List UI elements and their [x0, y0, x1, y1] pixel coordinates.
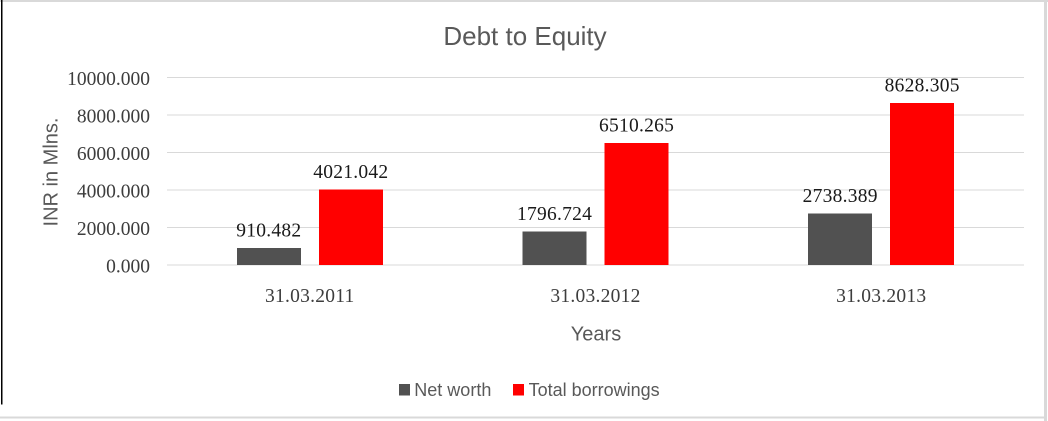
- svg-text:2000.000: 2000.000: [77, 219, 150, 240]
- svg-text:31.03.2011: 31.03.2011: [265, 286, 355, 307]
- svg-text:INR in Mlns.: INR in Mlns.: [41, 118, 63, 227]
- svg-text:4000.000: 4000.000: [77, 181, 150, 202]
- svg-text:4021.042: 4021.042: [313, 162, 388, 183]
- svg-text:Net worth: Net worth: [414, 380, 491, 400]
- svg-text:910.482: 910.482: [236, 220, 301, 241]
- svg-text:31.03.2012: 31.03.2012: [550, 286, 640, 307]
- svg-text:10000.000: 10000.000: [67, 69, 150, 90]
- svg-text:6510.265: 6510.265: [599, 115, 674, 136]
- svg-text:Total borrowings: Total borrowings: [529, 380, 660, 400]
- svg-text:8000.000: 8000.000: [77, 106, 150, 127]
- svg-text:Debt to Equity: Debt to Equity: [443, 21, 606, 51]
- svg-text:2738.389: 2738.389: [803, 186, 878, 207]
- svg-text:1796.724: 1796.724: [517, 204, 592, 225]
- svg-text:8628.305: 8628.305: [885, 76, 960, 97]
- svg-text:31.03.2013: 31.03.2013: [836, 286, 926, 307]
- svg-text:Years: Years: [571, 324, 621, 346]
- svg-text:6000.000: 6000.000: [77, 144, 150, 165]
- svg-text:0.000: 0.000: [106, 256, 150, 277]
